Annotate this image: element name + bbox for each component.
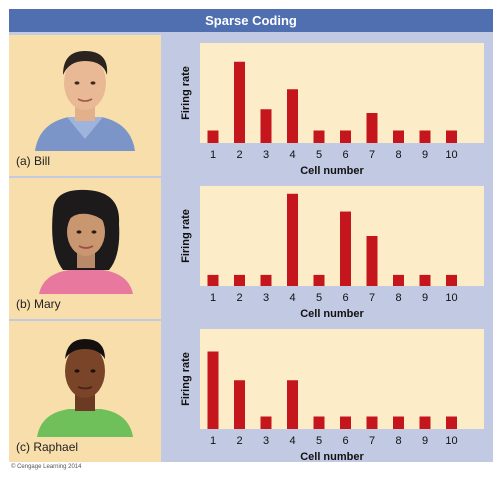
portrait-panel: (c) Raphael (9, 321, 161, 462)
x-axis-label: Cell number (300, 451, 364, 462)
bar-cell-5 (313, 130, 325, 143)
x-tick-label: 9 (422, 435, 428, 447)
bar-cell-8 (393, 274, 404, 286)
x-tick-label: 2 (236, 149, 242, 161)
x-tick-label: 8 (395, 149, 401, 161)
x-tick-label: 1 (210, 292, 216, 304)
bar-cell-10 (446, 416, 457, 429)
x-tick-label: 6 (342, 435, 348, 447)
bar-cell-1 (207, 274, 219, 286)
x-tick-label: 8 (395, 292, 401, 304)
y-axis-label: Firing rate (180, 209, 192, 263)
bar-cell-9 (419, 274, 431, 286)
x-tick-label: 3 (263, 292, 269, 304)
person-label: (c) Raphael (16, 440, 79, 454)
woman-portrait-icon (39, 189, 133, 294)
bar-cell-4 (287, 89, 298, 143)
x-tick-label: 7 (369, 149, 375, 161)
bar-cell-8 (393, 130, 404, 143)
x-axis-label: Cell number (300, 165, 364, 176)
figure-frame: Sparse Coding (a) Bill Firing rate 1 2 3 4 5 6… (9, 9, 493, 462)
bar-cell-10 (446, 130, 457, 143)
x-tick-label: 10 (445, 149, 457, 161)
bar-cell-6 (340, 416, 351, 429)
firing-rate-chart-mary: Firing rate 1 2 3 4 5 6 7 8 9 10 Cell number (180, 186, 484, 319)
firing-rate-chart-raphael: Firing rate 1 2 3 4 5 6 7 8 9 10 Cell number (180, 329, 484, 462)
bar-cell-5 (313, 416, 325, 429)
x-tick-label: 6 (342, 292, 348, 304)
x-axis-label: Cell number (300, 308, 364, 319)
x-tick-label: 2 (236, 435, 242, 447)
bar-cell-7 (366, 236, 378, 286)
x-tick-label: 5 (316, 149, 322, 161)
x-tick-label: 3 (263, 149, 269, 161)
young-man-portrait-icon (37, 339, 133, 437)
bar-cell-4 (287, 380, 298, 429)
bar-cell-5 (313, 274, 325, 286)
y-axis-label: Firing rate (180, 66, 192, 120)
firing-rate-chart-bill: Firing rate 1 2 3 4 5 6 7 8 9 10 Cell number (180, 43, 484, 176)
x-tick-label: 4 (289, 435, 295, 447)
x-tick-label: 2 (236, 292, 242, 304)
plot-area (200, 43, 484, 143)
panel-mary: (b) Mary Firing rate 1 2 3 4 5 6 7 8 9 10 Cell numb… (9, 178, 493, 319)
bar-cell-2 (234, 380, 245, 429)
person-label: (b) Mary (16, 297, 61, 311)
x-tick-label: 4 (289, 292, 295, 304)
man-portrait-icon (35, 51, 135, 151)
bar-cell-9 (419, 130, 431, 143)
panel-raphael: (c) Raphael Firing rate 1 2 3 4 5 6 7 8 9 10 Cell n… (9, 321, 493, 462)
bar-cell-3 (260, 274, 272, 286)
x-tick-label: 5 (316, 292, 322, 304)
figure-title: Sparse Coding (9, 9, 493, 32)
bar-cell-9 (419, 416, 431, 429)
x-tick-label: 1 (210, 435, 216, 447)
x-tick-label: 6 (342, 149, 348, 161)
bar-cell-2 (234, 61, 245, 143)
y-axis-label: Firing rate (180, 352, 192, 406)
bar-cell-10 (446, 274, 457, 286)
bar-cell-6 (340, 211, 351, 286)
x-tick-label: 1 (210, 149, 216, 161)
bar-cell-4 (287, 193, 298, 286)
x-tick-label: 10 (445, 435, 457, 447)
panel-bill: (a) Bill Firing rate 1 2 3 4 5 6 7 8 9 10 Cell numb… (9, 35, 493, 176)
bar-cell-1 (207, 351, 219, 429)
bar-cell-7 (366, 416, 378, 429)
bar-cell-3 (260, 416, 272, 429)
x-tick-label: 3 (263, 435, 269, 447)
x-tick-label: 5 (316, 435, 322, 447)
plot-area (200, 329, 484, 429)
bar-cell-7 (366, 113, 378, 143)
person-label: (a) Bill (16, 154, 51, 168)
x-tick-label: 8 (395, 435, 401, 447)
bar-cell-8 (393, 416, 404, 429)
x-tick-label: 7 (369, 435, 375, 447)
x-tick-label: 7 (369, 292, 375, 304)
portrait-panel: (b) Mary (9, 178, 161, 319)
x-tick-label: 9 (422, 292, 428, 304)
bar-cell-6 (340, 130, 351, 143)
x-tick-label: 10 (445, 292, 457, 304)
portrait-panel: (a) Bill (9, 35, 161, 176)
copyright-note: © Cengage Learning 2014 (11, 464, 82, 470)
bar-cell-1 (207, 130, 219, 143)
bar-cell-3 (260, 109, 272, 143)
x-tick-label: 4 (289, 149, 295, 161)
bar-cell-2 (234, 274, 245, 286)
x-tick-label: 9 (422, 149, 428, 161)
